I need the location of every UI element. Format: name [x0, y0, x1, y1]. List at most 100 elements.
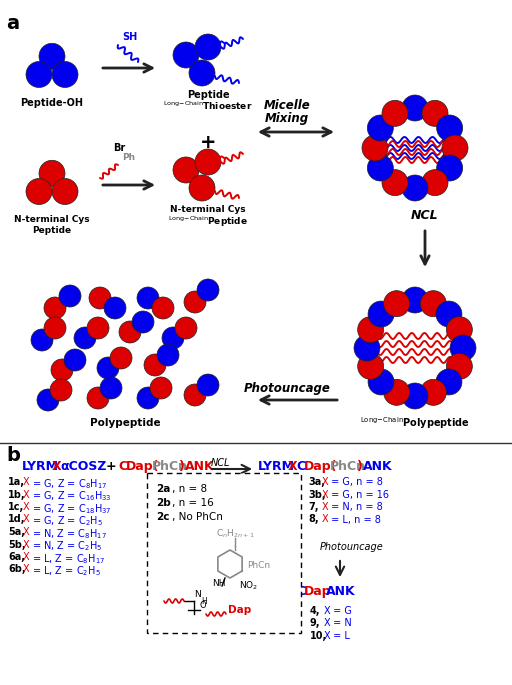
Circle shape [383, 379, 410, 406]
Circle shape [110, 347, 132, 369]
Circle shape [382, 170, 408, 196]
Text: , n = 16: , n = 16 [172, 498, 214, 508]
Text: Ph: Ph [122, 153, 135, 162]
Text: C: C [296, 585, 305, 598]
Text: 1a,: 1a, [8, 477, 25, 487]
Text: , n = 8: , n = 8 [172, 484, 207, 494]
Text: = G, Z = C$_{2}$H$_{5}$: = G, Z = C$_{2}$H$_{5}$ [29, 514, 103, 528]
Text: H: H [201, 597, 207, 606]
Text: 6b,: 6b, [8, 564, 26, 575]
Text: 2c: 2c [156, 512, 169, 522]
Circle shape [189, 60, 215, 86]
Text: 8,: 8, [308, 514, 318, 525]
Text: 6a,: 6a, [8, 552, 25, 562]
Text: 7,: 7, [308, 502, 318, 512]
Circle shape [437, 155, 463, 181]
Text: = N, n = 8: = N, n = 8 [328, 502, 383, 512]
Text: 2a: 2a [156, 484, 170, 494]
Text: NO$_2$: NO$_2$ [239, 580, 259, 593]
Text: 1d,: 1d, [8, 514, 26, 525]
Text: ANK: ANK [363, 460, 393, 473]
Circle shape [420, 290, 446, 316]
Circle shape [367, 155, 393, 181]
Text: X: X [23, 514, 30, 525]
Circle shape [52, 62, 78, 88]
Text: O: O [200, 601, 207, 610]
Text: X: X [324, 606, 331, 616]
Text: 5a,: 5a, [8, 527, 25, 537]
Text: NH: NH [212, 580, 225, 588]
Text: LYRM: LYRM [22, 460, 59, 473]
Circle shape [402, 175, 428, 201]
Circle shape [197, 279, 219, 301]
Text: Micelle: Micelle [264, 99, 310, 112]
Text: X: X [322, 490, 329, 499]
Circle shape [31, 329, 53, 351]
Circle shape [195, 34, 221, 60]
Text: 1b,: 1b, [8, 490, 26, 499]
Text: 1c,: 1c, [8, 502, 24, 512]
Circle shape [189, 175, 215, 201]
Text: Polypeptide: Polypeptide [90, 418, 160, 428]
Text: = L, Z = C$_{8}$H$_{17}$: = L, Z = C$_{8}$H$_{17}$ [29, 552, 105, 566]
Text: PhCn: PhCn [247, 562, 270, 571]
Text: = G, Z = C$_{8}$H$_{17}$: = G, Z = C$_{8}$H$_{17}$ [29, 477, 107, 490]
Circle shape [436, 369, 462, 395]
Circle shape [137, 387, 159, 409]
Text: 9,: 9, [310, 619, 321, 629]
Circle shape [184, 384, 206, 406]
Text: Mixing: Mixing [265, 112, 309, 125]
Text: = G, Z = C$_{18}$H$_{37}$: = G, Z = C$_{18}$H$_{37}$ [29, 502, 112, 516]
Text: $^{\mathrm{Long\!-\!Chain}}$Peptide: $^{\mathrm{Long\!-\!Chain}}$Peptide [168, 215, 248, 229]
Text: $^{\mathrm{Long\!-\!Chain}}$Polypeptide: $^{\mathrm{Long\!-\!Chain}}$Polypeptide [360, 415, 470, 431]
Text: = L, n = 8: = L, n = 8 [328, 514, 381, 525]
Circle shape [157, 344, 179, 366]
Circle shape [422, 170, 448, 196]
Text: X: X [23, 552, 30, 562]
Text: 4,: 4, [310, 606, 321, 616]
Text: SH: SH [122, 32, 137, 42]
Text: Dap(: Dap( [126, 460, 160, 473]
Text: Dap: Dap [304, 585, 332, 598]
Circle shape [446, 353, 473, 379]
Text: X: X [52, 460, 61, 473]
Circle shape [87, 317, 109, 339]
Circle shape [87, 387, 109, 409]
Circle shape [362, 135, 388, 161]
Circle shape [422, 101, 448, 126]
Text: Photouncage: Photouncage [244, 382, 330, 395]
Text: Peptide: Peptide [187, 90, 229, 100]
Text: Dap: Dap [228, 605, 251, 615]
Text: X: X [23, 502, 30, 512]
Text: X: X [23, 564, 30, 575]
Circle shape [175, 317, 197, 339]
Text: X: X [322, 514, 329, 525]
Circle shape [150, 377, 172, 399]
Circle shape [402, 287, 428, 313]
Text: LYRM: LYRM [258, 460, 295, 473]
Text: = G, Z = C$_{16}$H$_{33}$: = G, Z = C$_{16}$H$_{33}$ [29, 490, 112, 503]
Circle shape [89, 287, 111, 309]
Circle shape [39, 43, 65, 69]
Text: = N, Z = C$_{2}$H$_{5}$: = N, Z = C$_{2}$H$_{5}$ [29, 540, 102, 553]
Text: a: a [6, 14, 19, 33]
Text: NCL: NCL [211, 458, 230, 468]
Circle shape [442, 135, 468, 161]
Circle shape [358, 316, 383, 342]
Text: ANK: ANK [326, 585, 356, 598]
Text: X: X [23, 477, 30, 487]
Text: Peptide-OH: Peptide-OH [20, 98, 83, 108]
Text: C: C [118, 460, 127, 473]
Circle shape [74, 327, 96, 349]
Circle shape [367, 115, 393, 141]
Circle shape [436, 301, 462, 327]
Circle shape [354, 335, 380, 361]
Circle shape [358, 353, 383, 379]
Text: PhCn: PhCn [152, 460, 188, 473]
Text: X: X [23, 490, 30, 499]
Text: X: X [324, 631, 331, 641]
Text: Peptide: Peptide [32, 226, 72, 235]
Circle shape [144, 354, 166, 376]
Circle shape [173, 42, 199, 68]
Text: ): ) [357, 460, 363, 473]
